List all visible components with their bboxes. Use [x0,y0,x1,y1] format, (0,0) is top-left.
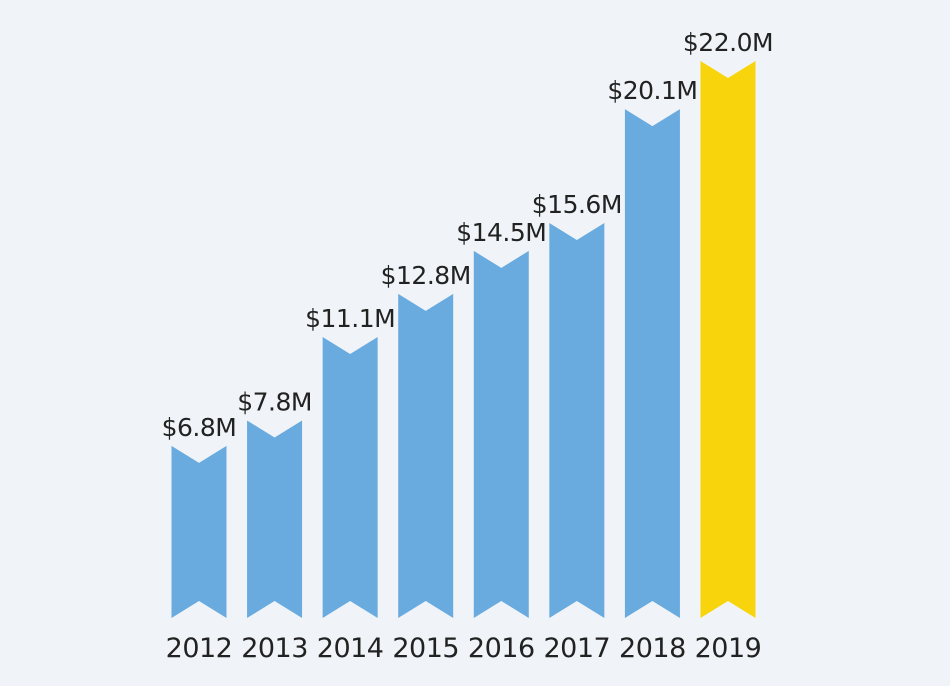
year-label-2017: 2017 [543,633,610,664]
bar-2015 [398,293,454,618]
bar-2012 [171,445,227,618]
year-label-2013: 2013 [241,633,308,664]
year-label-2012: 2012 [166,633,233,664]
year-label-2016: 2016 [468,633,535,664]
year-label-2015: 2015 [392,633,459,664]
value-label-2018: $20.1M [607,76,697,105]
value-label-2012: $6.8M [162,413,237,442]
value-label-2019: $22.0M [683,28,773,57]
year-label-2019: 2019 [695,633,762,664]
bar-2013 [247,420,303,618]
bar-2016 [473,250,529,619]
value-label-2013: $7.8M [237,388,312,417]
bar-2019 [700,61,756,618]
value-label-2014: $11.1M [305,304,395,333]
bar-2017 [549,223,605,618]
year-label-2014: 2014 [317,633,384,664]
bar-2018 [624,109,680,618]
bar-2014 [322,336,378,618]
value-label-2016: $14.5M [456,218,546,247]
value-label-2015: $12.8M [381,261,471,290]
year-label-2018: 2018 [619,633,686,664]
value-label-2017: $15.6M [532,190,622,219]
